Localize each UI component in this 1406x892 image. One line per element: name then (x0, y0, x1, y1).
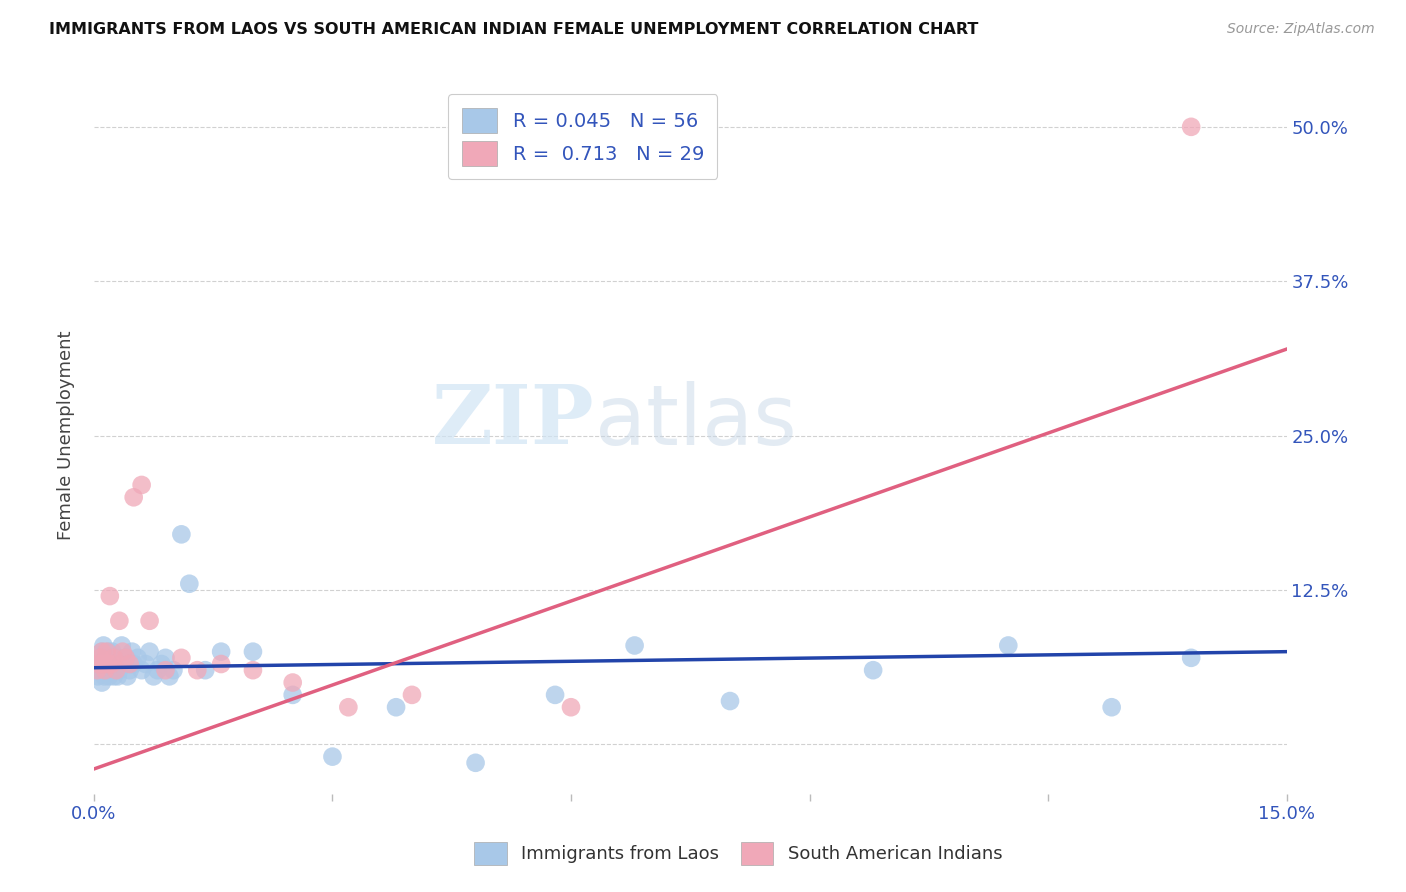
Text: Source: ZipAtlas.com: Source: ZipAtlas.com (1227, 22, 1375, 37)
Point (1180, 120, 1202, 134)
Point (97, 645, 120, 659)
Point (159, 669, 181, 683)
Point (997, 639, 1019, 653)
Point (186, 663, 208, 677)
Text: IMMIGRANTS FROM LAOS VS SOUTH AMERICAN INDIAN FEMALE UNEMPLOYMENT CORRELATION CH: IMMIGRANTS FROM LAOS VS SOUTH AMERICAN I… (49, 22, 979, 37)
Point (97, 657, 120, 671)
Y-axis label: Female Unemployment: Female Unemployment (58, 331, 75, 541)
Point (93, 669, 115, 683)
Point (105, 650, 128, 665)
Point (93, 639, 115, 653)
Point (862, 663, 884, 677)
Point (89, 663, 111, 677)
Point (94, 657, 117, 671)
Point (104, 657, 127, 671)
Point (127, 650, 149, 665)
Point (194, 663, 217, 677)
Point (155, 663, 177, 677)
Text: atlas: atlas (595, 381, 797, 462)
Point (111, 645, 134, 659)
Point (162, 663, 184, 677)
Point (281, 675, 304, 690)
Point (170, 527, 193, 541)
Point (560, 700, 582, 714)
Point (114, 650, 136, 665)
Point (93, 657, 115, 671)
Point (89, 650, 111, 665)
Point (87, 669, 110, 683)
Point (1101, 700, 1123, 714)
Point (105, 663, 128, 677)
Point (101, 645, 124, 659)
Point (90, 675, 112, 690)
Point (86, 657, 108, 671)
Point (91, 663, 114, 677)
Point (98, 589, 121, 603)
Point (544, 688, 567, 702)
Point (150, 657, 173, 671)
Point (321, 749, 343, 764)
Legend: Immigrants from Laos, South American Indians: Immigrants from Laos, South American Ind… (467, 835, 1010, 872)
Point (100, 657, 122, 671)
Point (121, 645, 143, 659)
Point (401, 688, 423, 702)
Point (242, 645, 264, 659)
Point (100, 663, 122, 677)
Point (1180, 650, 1202, 665)
Point (281, 688, 304, 702)
Point (242, 663, 264, 677)
Point (131, 663, 153, 677)
Point (179, 576, 201, 591)
Point (170, 650, 193, 665)
Point (118, 663, 141, 677)
Point (94, 663, 117, 677)
Point (103, 669, 125, 683)
Point (209, 645, 232, 659)
Point (111, 639, 134, 653)
Point (337, 700, 360, 714)
Point (87, 657, 110, 671)
Point (138, 645, 160, 659)
Point (89, 650, 111, 665)
Point (107, 669, 129, 683)
Point (90, 645, 112, 659)
Point (94, 650, 117, 665)
Text: ZIP: ZIP (432, 381, 595, 461)
Point (122, 491, 145, 505)
Point (138, 614, 160, 628)
Point (118, 657, 141, 671)
Point (98, 669, 121, 683)
Point (155, 650, 177, 665)
Point (86, 663, 108, 677)
Legend: R = 0.045   N = 56, R =  0.713   N = 29: R = 0.045 N = 56, R = 0.713 N = 29 (449, 95, 717, 179)
Point (108, 663, 131, 677)
Point (98, 657, 121, 671)
Point (131, 478, 153, 492)
Point (385, 700, 408, 714)
Point (209, 657, 232, 671)
Point (96, 663, 118, 677)
Point (464, 756, 486, 770)
Point (108, 614, 131, 628)
Point (114, 650, 136, 665)
Point (146, 663, 169, 677)
Point (103, 650, 125, 665)
Point (718, 694, 741, 708)
Point (117, 669, 139, 683)
Point (100, 650, 122, 665)
Point (135, 657, 157, 671)
Point (96, 645, 118, 659)
Point (90, 645, 112, 659)
Point (112, 657, 135, 671)
Point (623, 639, 645, 653)
Point (122, 657, 145, 671)
Point (142, 669, 165, 683)
